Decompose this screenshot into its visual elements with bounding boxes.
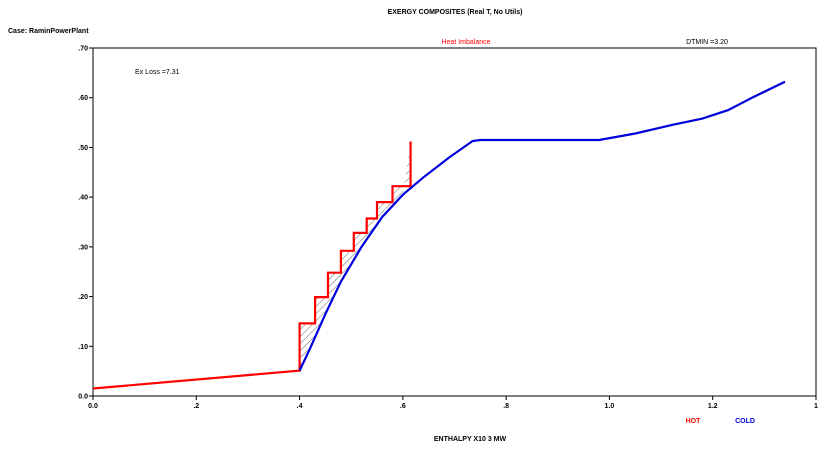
x-tick-label: 0.0 <box>88 403 98 410</box>
y-tick-label: .70 <box>78 46 88 53</box>
dtmin-label: DTMIN =3.20 <box>686 39 728 46</box>
y-tick-label: .20 <box>78 294 88 301</box>
case-label: Case: RaminPowerPlant <box>8 28 89 35</box>
x-tick-label: 1 <box>814 403 818 410</box>
x-tick-label: .4 <box>297 403 303 410</box>
exergy-loss-annotation: Ex Loss =7.31 <box>135 69 180 76</box>
y-tick-label: .10 <box>78 344 88 351</box>
x-tick-label: 1.0 <box>605 403 615 410</box>
plot-frame <box>92 47 817 397</box>
x-tick-label: .6 <box>400 403 406 410</box>
y-tick-label: 0.0 <box>78 394 88 401</box>
x-tick-label: .8 <box>503 403 509 410</box>
x-tick-label: 1.2 <box>708 403 718 410</box>
legend-cold: COLD <box>735 418 755 425</box>
y-tick-label: .50 <box>78 145 88 152</box>
y-tick-label: .60 <box>78 95 88 102</box>
chart-title: EXERGY COMPOSITES (Real T, No Utils) <box>388 9 523 16</box>
y-axis-ticks: 0.0 .10 .20 .30 .40 .50 .60 .70 <box>78 46 93 401</box>
hot-composite-line <box>92 141 412 390</box>
x-axis-label: ENTHALPY X10 3 MW <box>434 436 507 443</box>
x-tick-label: .2 <box>193 403 199 410</box>
heat-imbalance-label: Heat Imbalance <box>441 39 490 46</box>
y-tick-label: .40 <box>78 195 88 202</box>
cold-composite-line <box>298 80 786 372</box>
legend-hot: HOT <box>686 418 702 425</box>
y-tick-label: .30 <box>78 244 88 251</box>
x-axis-ticks: 0.0 .2 .4 .6 .8 1.0 1.2 1 <box>88 396 818 410</box>
series-layer <box>92 80 786 390</box>
